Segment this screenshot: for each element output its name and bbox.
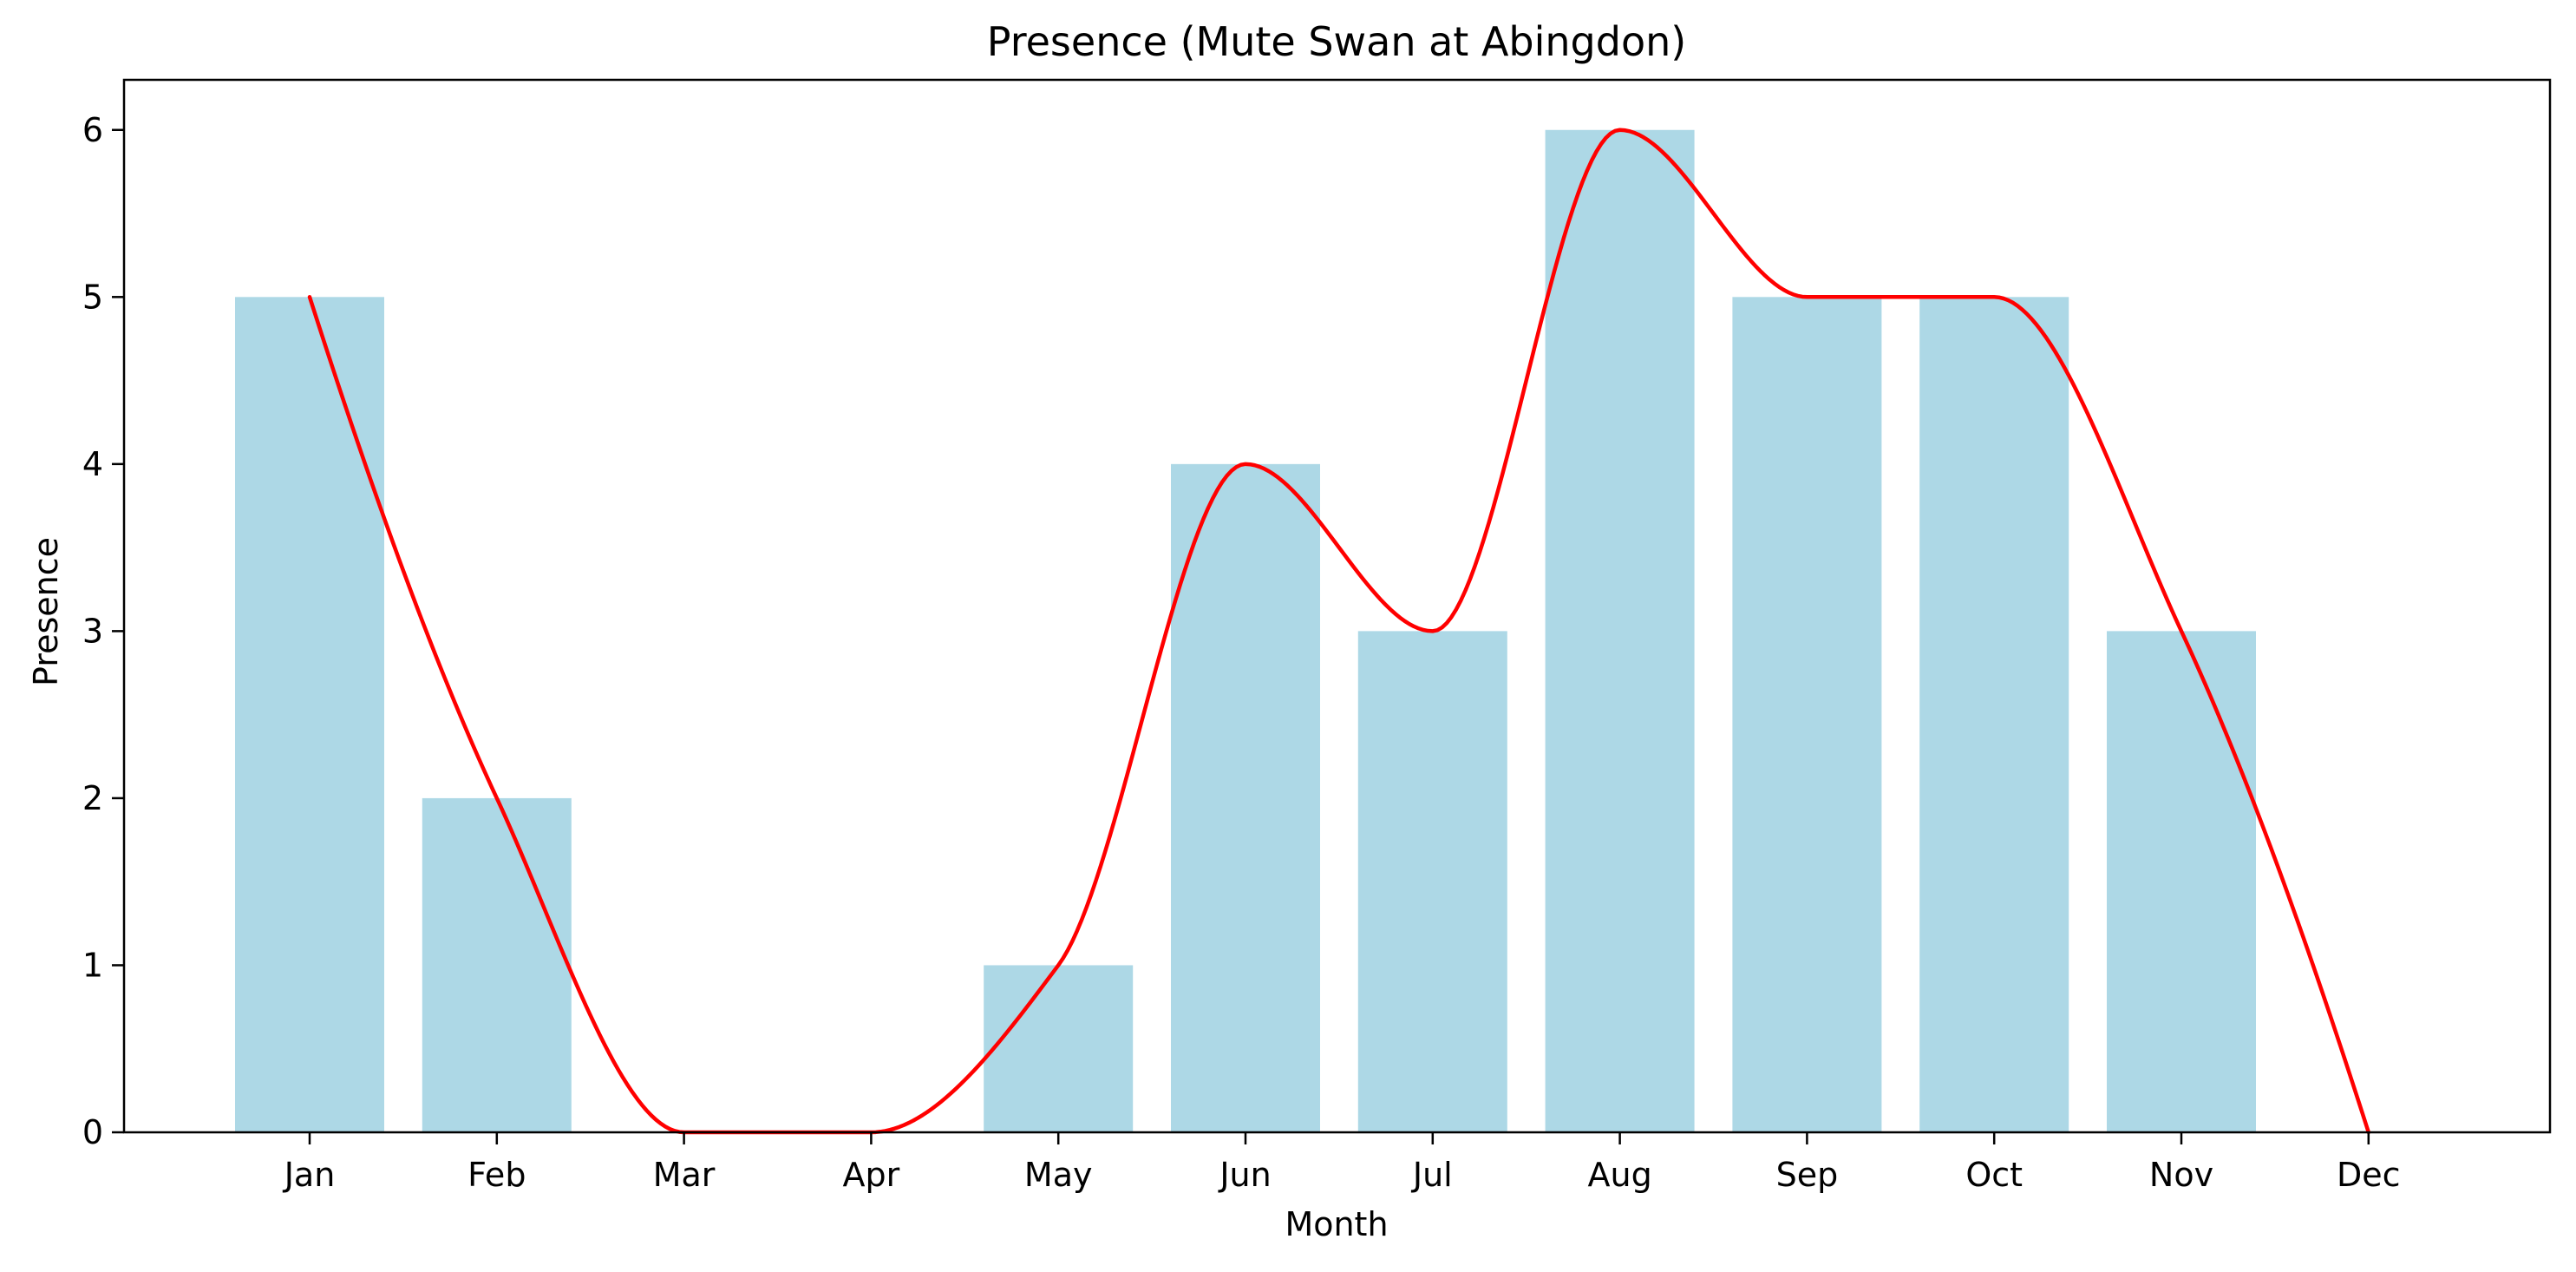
line-layer <box>307 128 2371 1135</box>
bar-aug <box>1545 129 1695 1132</box>
plot-frame <box>122 78 2552 1134</box>
x-tick-label-oct: Oct <box>1965 1156 2023 1194</box>
bar-feb <box>422 797 572 1132</box>
y-tick-label: 3 <box>82 612 103 650</box>
x-tick-label-feb: Feb <box>467 1156 526 1194</box>
y-tick-label: 5 <box>82 278 103 316</box>
bar-sep <box>1732 297 1882 1132</box>
x-tick-label-mar: Mar <box>653 1156 716 1194</box>
y-tick-label: 4 <box>82 445 103 483</box>
y-tick-label: 6 <box>82 111 103 149</box>
chart-title: Presence (Mute Swan at Abingdon) <box>987 18 1686 65</box>
y-axis: 0 1 2 3 4 5 6 <box>82 111 124 1151</box>
bar-jun <box>1171 463 1320 1132</box>
x-axis-title: Month <box>1285 1205 1388 1243</box>
bars-layer <box>235 129 2256 1132</box>
x-tick-label-jun: Jun <box>1218 1156 1271 1194</box>
x-axis: Jan Feb Mar Apr May Jun Jul Aug Sep Oct Nov Dec <box>283 1132 2401 1194</box>
y-tick-label: 0 <box>82 1113 103 1151</box>
bar-may <box>984 965 1134 1132</box>
bar-oct <box>1919 297 2069 1132</box>
x-tick-label-may: May <box>1024 1156 1093 1194</box>
x-tick-label-apr: Apr <box>843 1156 900 1194</box>
x-tick-label-nov: Nov <box>2149 1156 2213 1194</box>
x-tick-label-sep: Sep <box>1776 1156 1839 1194</box>
presence-trend-line <box>307 128 2371 1135</box>
y-axis-title: Presence <box>27 537 65 686</box>
x-tick-label-dec: Dec <box>2337 1156 2401 1194</box>
y-tick-label: 1 <box>82 946 103 984</box>
bar-nov <box>2107 631 2256 1132</box>
x-tick-label-jan: Jan <box>283 1156 336 1194</box>
x-tick-label-aug: Aug <box>1587 1156 1651 1194</box>
bar-jan <box>235 297 384 1132</box>
bar-jul <box>1357 631 1507 1132</box>
y-tick-label: 2 <box>82 779 103 817</box>
x-tick-label-jul: Jul <box>1411 1156 1453 1194</box>
